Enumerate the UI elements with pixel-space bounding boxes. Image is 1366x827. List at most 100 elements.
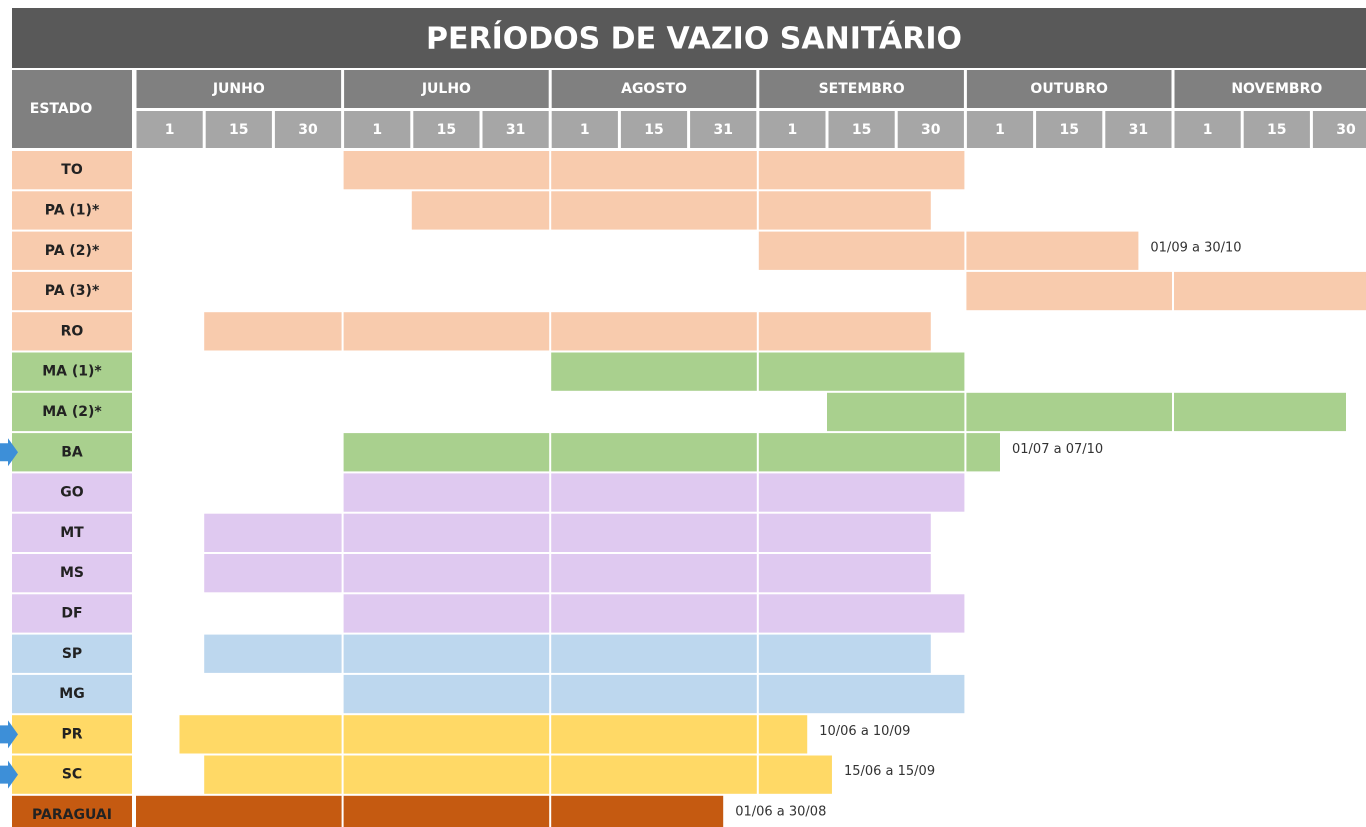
day-label: 31: [713, 122, 732, 138]
period-bar: [204, 513, 342, 552]
state-cell: [12, 392, 132, 432]
period-bar: [758, 473, 965, 512]
period-bar: [758, 715, 808, 754]
month-cell: [344, 70, 549, 108]
month-label: NOVEMBRO: [1231, 81, 1322, 97]
state-cell: [12, 473, 132, 512]
period-bar: [758, 312, 931, 351]
state-label: PR: [61, 726, 82, 742]
period-bar: [966, 231, 1139, 270]
day-cell: [1105, 111, 1172, 148]
day-cell: [966, 111, 1034, 148]
period-bar: [343, 715, 550, 754]
month-cell: [759, 70, 964, 108]
day-label: 1: [580, 122, 590, 138]
state-cell: [12, 594, 132, 633]
month-cell: [551, 70, 757, 108]
state-cell: [12, 231, 132, 270]
state-label: MA (1)*: [42, 364, 102, 380]
month-label: JULHO: [421, 81, 471, 97]
day-label: 15: [852, 122, 871, 138]
period-label: 01/09 a 30/10: [1150, 240, 1241, 255]
day-label: 1: [372, 122, 382, 138]
day-label: 15: [229, 122, 248, 138]
period-bar: [343, 433, 550, 472]
period-bar: [343, 634, 550, 673]
period-bar: [758, 674, 965, 714]
state-label: PARAGUAI: [32, 807, 112, 823]
month-cell: [966, 70, 1172, 108]
day-label: 30: [921, 122, 941, 138]
period-bar: [204, 634, 342, 673]
state-label: SC: [62, 767, 82, 783]
period-bar: [179, 715, 342, 754]
period-bar: [343, 151, 550, 190]
day-cell: [828, 111, 895, 148]
period-bar: [827, 392, 965, 432]
period-bar: [551, 513, 757, 552]
day-label: 1: [1203, 122, 1213, 138]
period-bar: [551, 755, 757, 794]
chart-title: PERÍODOS DE VAZIO SANITÁRIO: [426, 21, 962, 57]
row-arrow: [0, 720, 18, 749]
day-cell: [690, 111, 757, 148]
day-label: 30: [1336, 122, 1356, 138]
period-bar: [343, 513, 550, 552]
month-cell: [136, 70, 342, 108]
period-bar: [758, 554, 931, 593]
period-bar: [551, 634, 757, 673]
day-label: 15: [1267, 122, 1286, 138]
day-label: 31: [1129, 122, 1148, 138]
day-label: 1: [788, 122, 798, 138]
period-bar: [204, 312, 342, 351]
period-bar: [758, 433, 965, 472]
period-bar: [551, 352, 757, 391]
day-label: 30: [298, 122, 318, 138]
period-bar: [551, 312, 757, 351]
period-bar: [966, 392, 1172, 432]
period-bar: [551, 191, 757, 230]
period-bar: [411, 191, 550, 230]
day-cell: [1174, 111, 1241, 148]
day-cell: [1036, 111, 1103, 148]
state-cell: [12, 755, 132, 794]
day-label: 1: [995, 122, 1005, 138]
row-header: ESTADO: [30, 101, 93, 117]
month-label: AGOSTO: [621, 81, 687, 97]
period-bar: [343, 312, 550, 351]
period-bar: [758, 231, 965, 270]
day-cell: [274, 111, 342, 148]
state-label: SP: [62, 646, 82, 662]
day-cell: [897, 111, 964, 148]
day-cell: [620, 111, 688, 148]
period-bar: [551, 674, 757, 714]
day-cell: [482, 111, 549, 148]
state-label: MA (2)*: [42, 404, 102, 420]
state-label: DF: [61, 605, 82, 621]
period-bar: [343, 795, 550, 827]
period-bar: [343, 674, 550, 714]
period-bar: [551, 473, 757, 512]
state-label: PA (2)*: [45, 243, 100, 259]
period-bar: [136, 795, 342, 827]
period-bar: [204, 755, 342, 794]
month-cell: [1174, 70, 1366, 108]
state-cell: [12, 433, 132, 472]
state-cell: [12, 554, 132, 593]
period-bar: [343, 554, 550, 593]
day-cell: [136, 111, 203, 148]
day-label: 15: [644, 122, 663, 138]
day-label: 15: [1059, 122, 1078, 138]
period-bar: [758, 755, 832, 794]
state-cell: [12, 191, 132, 230]
period-label: 01/07 a 07/10: [1012, 442, 1103, 457]
header-cell: [12, 70, 132, 148]
day-cell: [1243, 111, 1310, 148]
day-cell: [551, 111, 618, 148]
state-label: RO: [61, 323, 84, 339]
period-bar: [966, 271, 1172, 311]
period-bar: [204, 554, 342, 593]
period-bar: [1174, 271, 1366, 311]
